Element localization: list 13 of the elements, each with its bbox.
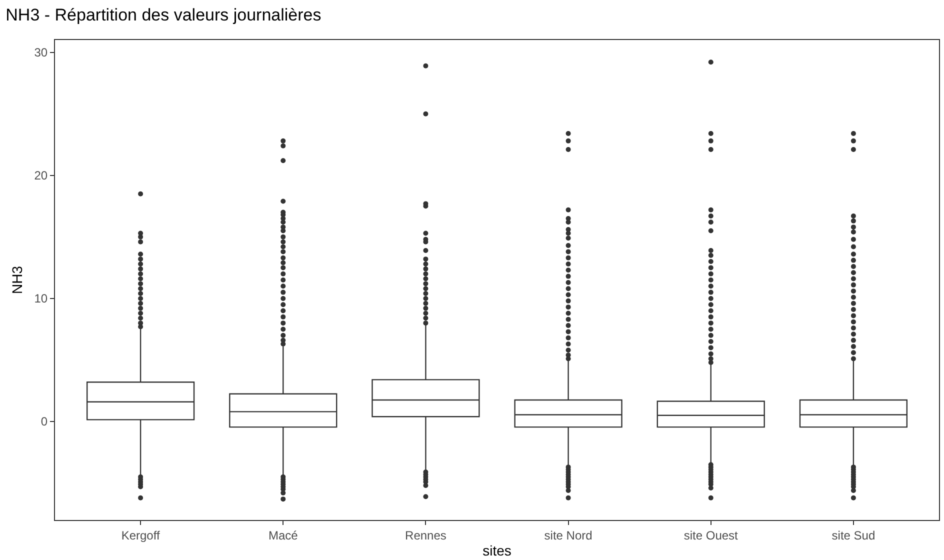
x-axis-title: sites (482, 542, 512, 559)
y-tick-label: 10 (34, 292, 48, 306)
y-tick-label: 20 (34, 168, 48, 183)
y-axis-title: NH3 (8, 266, 25, 294)
chart-title: NH3 - Répartition des valeurs journalières (6, 5, 322, 24)
y-tick-label: 30 (34, 46, 48, 60)
x-tick-label: Kergoff (121, 528, 160, 542)
x-tick-label: site Nord (544, 528, 592, 542)
x-tick-label: Macé (268, 528, 298, 542)
x-tick-label: site Ouest (684, 528, 739, 542)
y-tick-label: 0 (40, 414, 48, 429)
x-tick-label: Rennes (405, 528, 446, 542)
x-tick-label: site Sud (832, 528, 876, 542)
